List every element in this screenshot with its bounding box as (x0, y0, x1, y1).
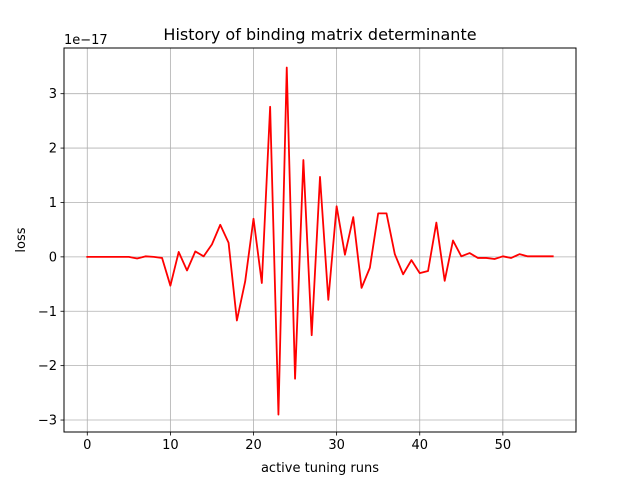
series-line (86, 66, 554, 416)
y-tick-label: −1 (38, 305, 57, 320)
x-tick-label: 40 (411, 438, 428, 453)
series-group (86, 66, 554, 416)
y-tick-label: −3 (38, 414, 57, 429)
x-tick-label: 30 (328, 438, 345, 453)
y-tick-label: 0 (49, 250, 57, 265)
x-tick-label: 20 (245, 438, 262, 453)
chart-title: History of binding matrix determinante (163, 25, 476, 44)
y-tick-label: 1 (49, 196, 57, 211)
y-axis-ticks: −3 −2 −1 0 1 2 3 (38, 87, 64, 429)
plot-frame (63, 47, 577, 433)
x-tick-label: 50 (495, 438, 512, 453)
x-tick-label: 0 (83, 438, 91, 453)
y-tick-label: 2 (49, 142, 57, 157)
y-offset-label: 1e−17 (64, 33, 108, 48)
grid-lines (64, 48, 576, 432)
y-axis-label: loss (14, 227, 29, 252)
x-axis-label: active tuning runs (261, 461, 379, 476)
x-tick-label: 10 (162, 438, 179, 453)
x-axis-ticks: 0 10 20 30 40 50 (83, 432, 511, 453)
y-tick-label: 3 (49, 87, 57, 102)
y-tick-label: −2 (38, 359, 57, 374)
